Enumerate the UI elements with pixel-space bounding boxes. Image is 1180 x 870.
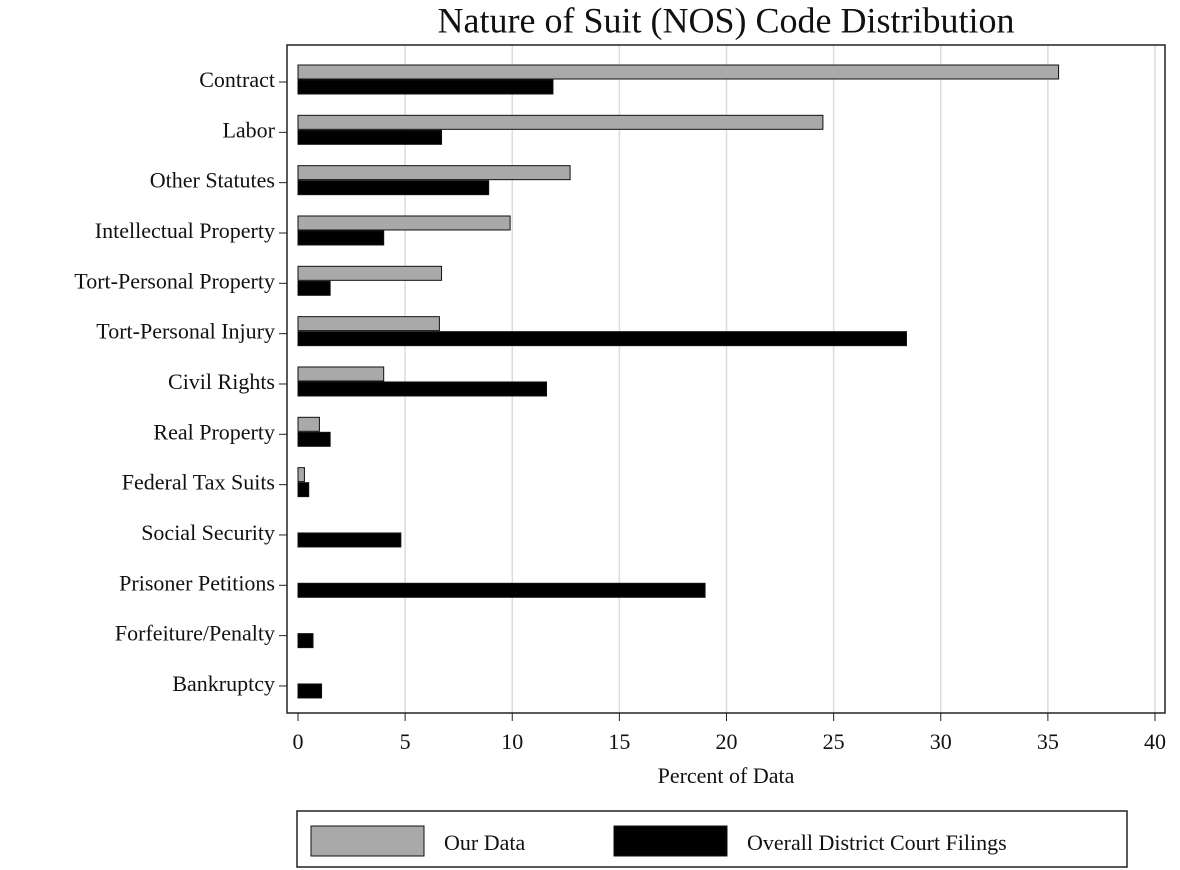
- bar: [297, 64, 1060, 80]
- x-tick-label: 15: [608, 729, 630, 754]
- legend-label: Overall District Court Filings: [747, 830, 1007, 855]
- bar: [297, 129, 443, 145]
- x-tick-label: 25: [823, 729, 845, 754]
- bar: [297, 165, 571, 181]
- bar: [297, 215, 511, 231]
- bar: [297, 114, 824, 130]
- x-tick-label: 30: [930, 729, 952, 754]
- y-tick-label: Civil Rights: [168, 369, 275, 394]
- y-tick-label: Intellectual Property: [95, 218, 275, 243]
- bar: [297, 331, 907, 347]
- bar: [297, 316, 440, 332]
- y-tick-label: Labor: [222, 117, 275, 142]
- x-tick-label: 40: [1144, 729, 1166, 754]
- bar: [297, 467, 305, 483]
- bar: [297, 180, 490, 196]
- x-tick-label: 20: [716, 729, 738, 754]
- x-tick-label: 35: [1037, 729, 1059, 754]
- y-tick-label: Tort-Personal Injury: [96, 319, 275, 344]
- x-tick-label: 10: [501, 729, 523, 754]
- y-tick-label: Other Statutes: [150, 168, 275, 193]
- chart-title: Nature of Suit (NOS) Code Distribution: [438, 0, 1015, 40]
- bar: [297, 280, 331, 296]
- bar: [297, 416, 320, 432]
- bar: [297, 381, 548, 397]
- bar: [297, 431, 331, 447]
- y-tick-label: Contract: [199, 67, 275, 92]
- legend-box: [296, 810, 1128, 868]
- y-tick-label: Real Property: [153, 419, 275, 444]
- x-axis-label: Percent of Data: [658, 763, 795, 788]
- bar: [297, 582, 706, 598]
- y-tick-label: Federal Tax Suits: [122, 470, 275, 495]
- x-tick-label: 0: [293, 729, 304, 754]
- legend-swatch: [613, 825, 728, 857]
- y-tick-label: Bankruptcy: [172, 671, 275, 696]
- bar: [297, 230, 385, 246]
- y-tick-label: Forfeiture/Penalty: [115, 621, 275, 646]
- bar: [297, 79, 554, 95]
- x-tick-label: 5: [400, 729, 411, 754]
- bar: [297, 633, 314, 649]
- plot-frame: [286, 44, 1166, 714]
- bar: [297, 265, 443, 281]
- bar: [297, 532, 402, 548]
- legend-label: Our Data: [444, 830, 525, 855]
- legend-swatch: [310, 825, 425, 857]
- bar: [297, 366, 385, 382]
- bar: [297, 482, 310, 498]
- y-tick-label: Tort-Personal Property: [74, 268, 275, 293]
- y-tick-label: Social Security: [141, 520, 275, 545]
- y-tick-label: Prisoner Petitions: [119, 570, 275, 595]
- bar: [297, 683, 323, 699]
